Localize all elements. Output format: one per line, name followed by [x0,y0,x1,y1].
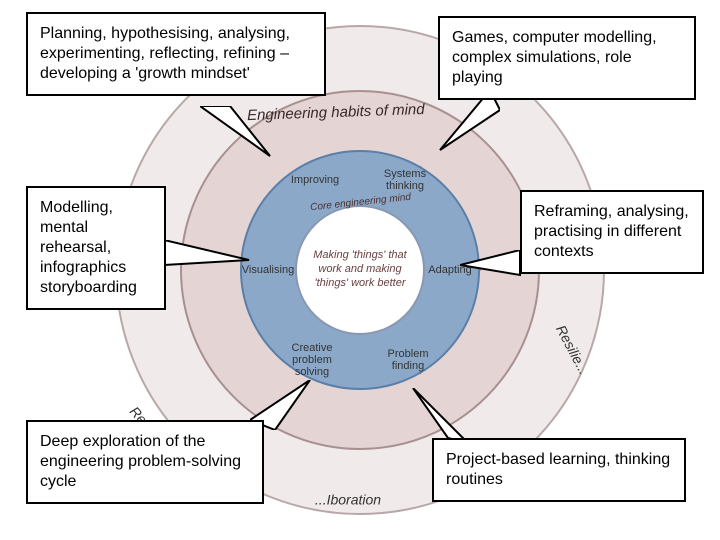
callout-mid-right: Reframing, analysing, practising in diff… [520,190,704,274]
callout-mid-left: Modelling, mental rehearsal, infographic… [26,186,166,310]
callout-text: Project-based learning, thinking routine… [446,451,670,488]
callout-text: Reframing, analysing, practising in diff… [534,203,689,260]
callout-text: Deep exploration of the engineering prob… [40,433,241,490]
callout-pointer-icon [164,240,254,280]
callout-top-left: Planning, hypothesising, analysing, expe… [26,12,326,96]
callout-text: Games, computer modelling, complex simul… [452,29,657,86]
callout-bot-right: Project-based learning, thinking routine… [432,438,686,502]
callout-bot-left: Deep exploration of the engineering prob… [26,420,264,504]
core-text: Making 'things' that work and making 'th… [305,249,415,290]
seg-creative: Creative problem solving [277,342,347,378]
callout-text: Planning, hypothesising, analysing, expe… [40,25,290,82]
callout-top-right: Games, computer modelling, complex simul… [438,16,696,100]
outer-label-collab: ...Iboration [315,492,381,507]
seg-systems: Systems thinking [370,168,440,192]
seg-problem-finding: Problem finding [373,348,443,372]
callout-text: Modelling, mental rehearsal, infographic… [40,199,137,296]
seg-improving: Improving [280,174,350,186]
core-circle: Making 'things' that work and making 'th… [295,205,425,335]
callout-pointer-icon [200,106,290,166]
callout-pointer-icon [430,90,500,160]
